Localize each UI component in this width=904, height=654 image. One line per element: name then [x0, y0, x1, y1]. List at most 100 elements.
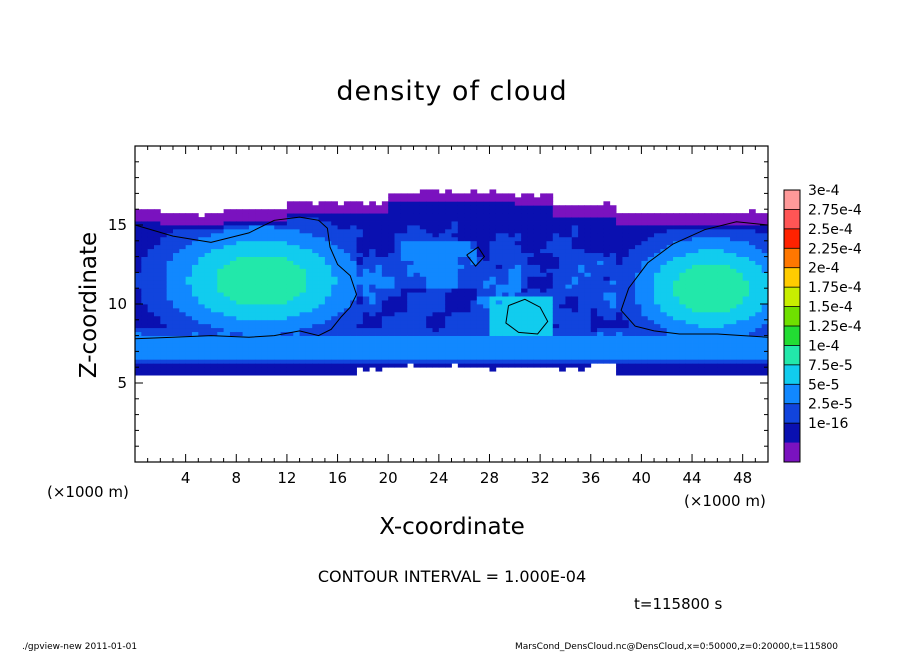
- density-cell: [445, 256, 452, 261]
- density-cell: [160, 359, 168, 364]
- density-cell: [571, 256, 579, 261]
- density-cell: [135, 339, 142, 344]
- density-cell: [590, 319, 598, 325]
- density-cell: [590, 339, 598, 344]
- density-cell: [179, 264, 187, 269]
- density-cell: [457, 280, 465, 285]
- density-cell: [685, 256, 693, 261]
- density-cell: [135, 292, 142, 297]
- density-cell: [147, 300, 155, 305]
- density-cell: [711, 307, 718, 313]
- density-cell: [761, 244, 768, 250]
- density-cell: [666, 276, 674, 281]
- density-cell: [666, 363, 674, 368]
- density-cell: [274, 268, 281, 273]
- density-cell: [274, 248, 281, 254]
- density-cell: [286, 343, 294, 348]
- density-cell: [736, 300, 744, 305]
- density-cell: [540, 193, 547, 198]
- density-cell: [654, 347, 661, 352]
- density-cell: [229, 319, 237, 325]
- density-cell: [388, 252, 395, 257]
- density-cell: [135, 359, 142, 364]
- density-cell: [426, 300, 433, 305]
- density-cell: [248, 232, 256, 238]
- density-cell: [198, 264, 206, 269]
- density-cell: [160, 300, 168, 305]
- density-cell: [584, 347, 592, 352]
- density-cell: [147, 367, 155, 372]
- density-cell: [191, 367, 199, 372]
- density-cell: [248, 311, 256, 317]
- density-cell: [242, 351, 250, 356]
- density-cell: [616, 240, 623, 246]
- density-cell: [286, 248, 294, 254]
- density-cell: [318, 335, 326, 340]
- density-cell: [660, 284, 668, 289]
- density-cell: [299, 315, 307, 321]
- density-cell: [381, 232, 389, 238]
- density-cell: [242, 307, 250, 313]
- density-cell: [603, 347, 611, 352]
- density-cell: [457, 240, 465, 246]
- density-cell: [603, 339, 611, 344]
- density-cell: [438, 201, 446, 206]
- density-cell: [236, 280, 244, 285]
- density-cell: [603, 240, 611, 246]
- density-cell: [438, 276, 446, 281]
- density-cell: [685, 347, 693, 352]
- density-cell: [483, 351, 490, 356]
- density-cell: [521, 343, 528, 348]
- density-cell: [204, 359, 212, 364]
- density-cell: [394, 276, 402, 281]
- density-cell: [742, 323, 750, 329]
- density-cell: [457, 343, 465, 348]
- density-cell: [654, 292, 661, 297]
- density-cell: [641, 225, 649, 230]
- density-cell: [400, 205, 408, 210]
- density-cell: [337, 213, 345, 218]
- density-cell: [578, 304, 585, 309]
- density-cell: [293, 323, 300, 329]
- density-cell: [179, 260, 187, 265]
- density-cell: [698, 296, 706, 301]
- density-cell: [451, 327, 459, 333]
- density-cell: [242, 292, 250, 297]
- density-cell: [191, 363, 199, 368]
- density-cell: [356, 201, 364, 206]
- density-cell: [698, 359, 706, 364]
- density-cell: [508, 272, 516, 277]
- density-cell: [135, 236, 142, 242]
- density-cell: [242, 272, 250, 277]
- x-tick-label: 8: [232, 469, 242, 487]
- density-cell: [286, 367, 294, 372]
- density-cell: [749, 355, 756, 360]
- density-cell: [261, 264, 269, 269]
- density-cell: [622, 292, 630, 297]
- density-cell: [438, 284, 446, 289]
- density-cell: [166, 272, 174, 277]
- density-cell: [407, 335, 414, 340]
- density-cell: [362, 236, 370, 242]
- density-cell: [438, 268, 446, 273]
- density-cell: [508, 205, 516, 210]
- density-cell: [204, 228, 212, 234]
- density-cell: [267, 300, 275, 305]
- density-cell: [166, 240, 174, 246]
- density-cell: [590, 268, 598, 273]
- density-cell: [508, 209, 516, 214]
- density-cell: [400, 248, 408, 254]
- density-cell: [666, 264, 674, 269]
- density-cell: [217, 331, 225, 336]
- density-cell: [135, 221, 142, 226]
- density-cell: [685, 300, 693, 305]
- density-cell: [356, 347, 364, 352]
- density-cell: [210, 292, 218, 297]
- density-cell: [514, 260, 522, 265]
- density-cell: [590, 225, 598, 230]
- density-cell: [641, 307, 649, 313]
- density-cell: [381, 339, 389, 344]
- density-cell: [407, 355, 414, 360]
- density-cell: [578, 260, 585, 265]
- density-cell: [248, 272, 256, 277]
